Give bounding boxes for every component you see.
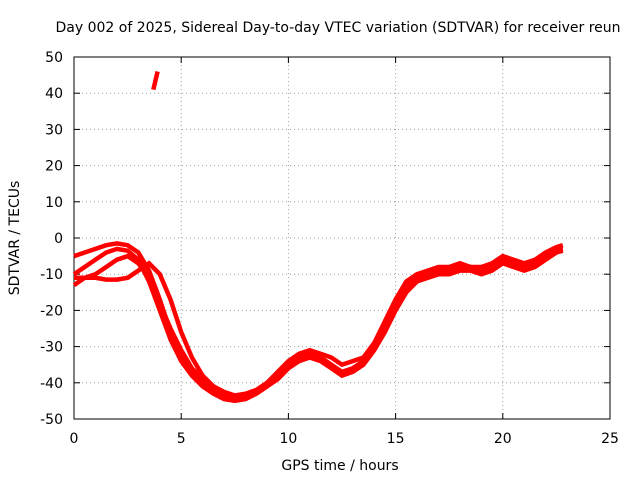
x-tick-label: 5 <box>177 431 186 447</box>
y-axis-label: SDTVAR / TECUs <box>7 181 23 296</box>
y-tick-label: 0 <box>54 231 63 247</box>
axis-ticks: 0 5 10 15 20 25 -50 -40 -30 -20 -10 0 10 20 30 40 50 <box>40 50 619 447</box>
series-line-trace-3 <box>72 243 564 398</box>
y-tick-label: -40 <box>40 376 63 392</box>
chart-title: Day 002 of 2025, Sidereal Day-to-day VTE… <box>55 20 620 36</box>
x-tick-label: 10 <box>279 431 297 447</box>
series-line-trace-5 <box>151 70 160 91</box>
y-tick-label: 30 <box>45 122 63 138</box>
x-tick-label: 15 <box>387 431 405 447</box>
x-tick-label: 0 <box>70 431 79 447</box>
x-tick-label: 25 <box>601 431 619 447</box>
y-tick-label: 50 <box>45 50 63 66</box>
chart-grid <box>74 57 610 419</box>
x-tick-label: 20 <box>494 431 512 447</box>
y-tick-label: 10 <box>45 195 63 211</box>
y-tick-label: 20 <box>45 159 63 175</box>
y-tick-label: 40 <box>45 86 63 102</box>
x-axis-label: GPS time / hours <box>281 458 398 474</box>
data-series <box>72 70 564 404</box>
series-line-trace-4 <box>74 246 564 400</box>
y-tick-label: -50 <box>40 412 63 428</box>
y-tick-label: -30 <box>40 340 63 356</box>
y-tick-label: -10 <box>40 267 63 283</box>
y-tick-label: -20 <box>40 303 63 319</box>
